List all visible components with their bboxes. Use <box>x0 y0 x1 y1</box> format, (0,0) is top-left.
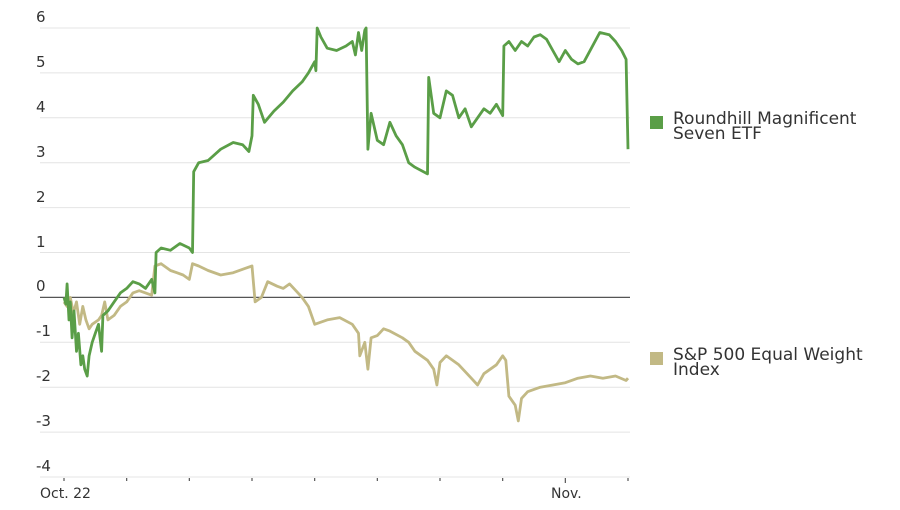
legend-label: Roundhill Magnificent Seven ETF <box>673 109 857 144</box>
y-tick-label: -2 <box>36 367 51 386</box>
y-tick-label: 2 <box>36 187 46 206</box>
y-tick-label: 0 <box>36 277 46 296</box>
legend-label: S&P 500 Equal Weight Index <box>673 345 863 380</box>
series-roundhill-line <box>62 26 630 378</box>
series-lines <box>62 26 630 423</box>
legend-swatch-green <box>650 116 663 129</box>
y-tick-label: -4 <box>36 457 51 475</box>
legend-item-roundhill: Roundhill Magnificent Seven ETF <box>650 109 900 144</box>
y-tick-label: -3 <box>36 412 51 431</box>
y-tick-label: 1 <box>36 232 46 251</box>
legend-item-sp500-equal-weight: S&P 500 Equal Weight Index <box>650 345 900 380</box>
y-tick-label: 3 <box>36 142 46 161</box>
x-label-oct22: Oct. 22 <box>40 486 91 502</box>
y-tick-label: 5 <box>36 52 46 71</box>
y-tick-label: 6 <box>36 8 46 26</box>
legend-swatch-beige <box>650 352 663 365</box>
series-sp500-equal-weight-line <box>62 262 630 423</box>
x-label-nov: Nov. <box>551 486 582 502</box>
gridlines <box>40 27 630 478</box>
y-tick-label: 4 <box>36 97 46 116</box>
x-axis <box>63 478 629 483</box>
y-tick-label: -1 <box>36 322 51 341</box>
